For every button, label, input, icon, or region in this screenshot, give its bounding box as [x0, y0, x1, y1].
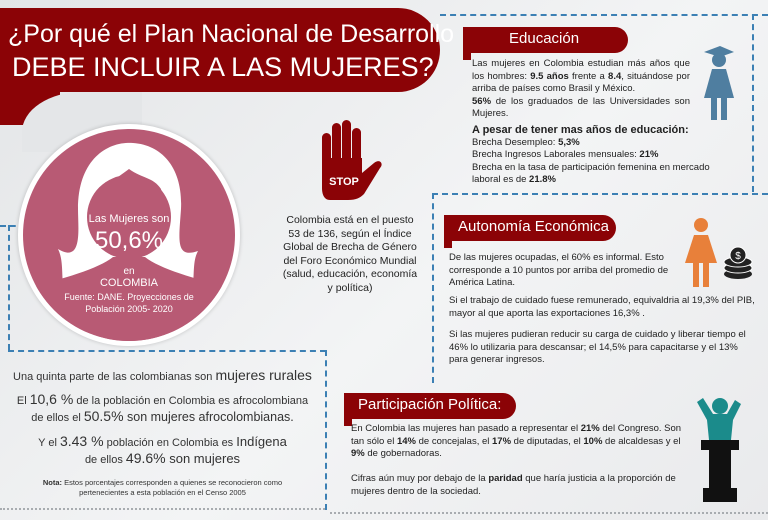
rural-women-stat: Una quinta parte de las colombianas son …: [13, 367, 312, 383]
title-line-1: ¿Por qué el Plan Nacional de Desarrollo: [8, 20, 455, 48]
circle-source: Fuente: DANE. Proyecciones de Población …: [64, 292, 194, 314]
gender-gap-ranking: Colombia está en el puesto 53 de 136, se…: [282, 214, 418, 294]
woman-silhouette-icon: [23, 142, 235, 341]
section-heading-politica: Participación Política:: [344, 393, 516, 419]
section-heading-autonomia: Autonomía Económica: [444, 215, 616, 241]
circle-value: 50,6%: [94, 227, 164, 254]
graduate-woman-icon: [704, 46, 734, 120]
autonomy-text-2: Si el trabajo de cuidado fuese remunerad…: [449, 295, 755, 319]
divider: [440, 14, 768, 16]
education-text: Las mujeres en Colombia estudian más año…: [472, 58, 691, 119]
afro-stat: El 10,6 % de la población en Colombia es…: [16, 391, 309, 425]
women-stat-circle: Las Mujeres son 50,6% en COLOMBIA Fuente…: [18, 124, 240, 346]
divider: [432, 193, 434, 383]
education-gaps: A pesar de tener mas años de educación: …: [472, 124, 710, 185]
indigenous-stat: Y el 3.43 % población en Colombia es Ind…: [38, 433, 287, 467]
politics-text-2: Cifras aún muy por debajo de la paridad …: [351, 473, 676, 497]
title-banner: [0, 8, 440, 92]
divider: [752, 14, 754, 192]
divider: [0, 508, 325, 510]
woman-icon: [685, 218, 717, 287]
politics-text-1: En Colombia las mujeres han pasado a rep…: [351, 423, 682, 459]
coin-symbol: $: [735, 251, 741, 262]
autonomy-text-1: De las mujeres ocupadas, el 60% es infor…: [449, 252, 669, 288]
section-heading-educacion: Educación: [463, 27, 628, 53]
podium-speaker-icon: [697, 398, 741, 502]
divider: [325, 350, 327, 510]
stop-hand-icon: STOP: [322, 120, 382, 200]
circle-country: COLOMBIA: [99, 277, 159, 289]
circle-en: en: [123, 266, 135, 277]
autonomy-text-3: Si las mujeres pudieran reducir su carga…: [449, 329, 746, 365]
circle-intro: Las Mujeres son: [88, 213, 170, 225]
stop-label: STOP: [329, 176, 359, 188]
divider: [8, 225, 10, 350]
divider: [8, 350, 326, 352]
divider: [432, 193, 768, 195]
census-note: Nota: Estos porcentajes corresponden a q…: [42, 478, 283, 497]
divider: [330, 512, 768, 514]
title-line-2: DEBE INCLUIR A LAS MUJERES?: [12, 52, 434, 82]
coins-icon: $: [723, 246, 753, 279]
